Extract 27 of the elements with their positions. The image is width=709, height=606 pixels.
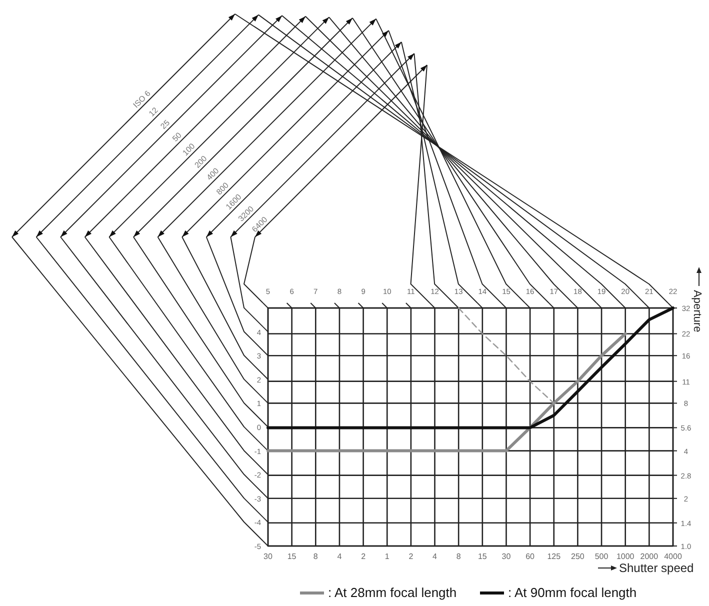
x-tick-label: 125	[547, 552, 562, 561]
text: 25	[158, 118, 172, 131]
x-tick-label: 15	[478, 552, 488, 561]
x-tick-label: 4	[337, 552, 342, 561]
legend-label: : At 90mm focal length	[508, 585, 637, 600]
line-series	[266, 332, 627, 452]
x-tick-label: 30	[502, 552, 512, 561]
text: 800	[214, 180, 231, 197]
x-axis-title: Shutter speed	[619, 561, 694, 575]
x-tick-label: 1000	[616, 552, 635, 561]
y2-axis-title: Aperture	[691, 290, 703, 332]
x-tick-label: 250	[571, 552, 585, 561]
x-tick-label: 500	[594, 552, 609, 561]
legend-label: : At 28mm focal length	[328, 585, 457, 600]
text: 50	[170, 130, 184, 144]
x-tick-label: 2	[361, 552, 366, 561]
x-tick-label: 2000	[640, 552, 659, 561]
x-tick-label: 4000	[664, 552, 682, 561]
x-tick-label: 4	[432, 552, 438, 561]
x-tick-label: 15	[287, 552, 297, 561]
x-tick-label: 1	[384, 552, 390, 561]
x-tick-label: 8	[456, 552, 462, 561]
x-tick-label: 2	[408, 552, 414, 561]
x-tick-label: 8	[313, 552, 318, 561]
x-tick-label: 60	[526, 552, 536, 561]
line-series	[458, 307, 555, 404]
x-tick-label: 30	[264, 552, 273, 561]
